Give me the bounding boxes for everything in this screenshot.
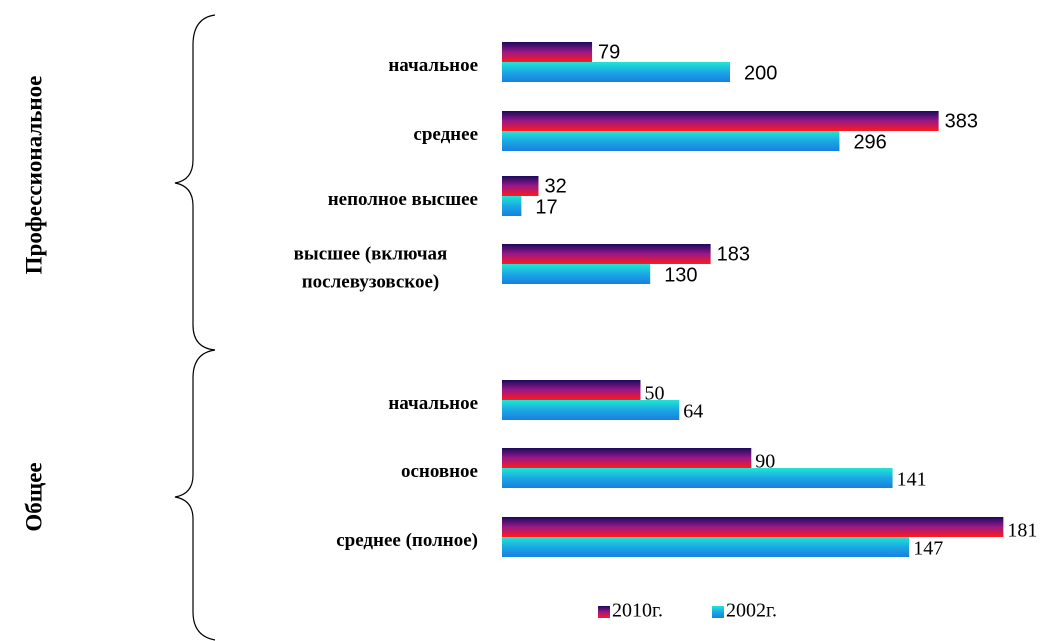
category-label: среднее (413, 124, 478, 146)
value-label: 296 (853, 131, 886, 153)
value-label: 17 (535, 196, 557, 218)
legend-swatch (712, 606, 724, 618)
bar (502, 131, 840, 151)
category-label: высшее (включая послевузовское) (293, 243, 448, 292)
category-label: неполное высшее (327, 189, 478, 211)
bar (502, 380, 641, 400)
category-label: основное (400, 461, 478, 483)
bar (502, 42, 593, 62)
brace (174, 349, 216, 641)
value-label: 130 (664, 264, 697, 286)
value-label: 181 (1007, 520, 1037, 542)
bar (502, 244, 711, 264)
value-label: 90 (755, 451, 775, 473)
bar (502, 264, 651, 284)
bar (502, 111, 939, 131)
value-label: 32 (544, 175, 566, 197)
group-label: Общее (21, 462, 46, 531)
value-label: 141 (897, 469, 927, 491)
bar (502, 196, 522, 216)
bar (502, 400, 680, 420)
category-label: среднее (полное) (336, 530, 478, 552)
category-label: начальное (388, 393, 478, 415)
value-label: 147 (913, 538, 943, 560)
legend-label: 2010г. (612, 600, 663, 622)
bar (502, 62, 730, 82)
bar (502, 176, 539, 196)
bar (502, 448, 752, 468)
category-label: начальное (388, 55, 478, 77)
value-label: 383 (945, 110, 978, 132)
bar (502, 537, 910, 557)
bar (502, 468, 893, 488)
value-label: 183 (717, 243, 750, 265)
value-label: 50 (645, 383, 665, 405)
value-label: 200 (744, 62, 777, 84)
brace (174, 14, 216, 351)
bar (502, 517, 1004, 537)
legend-swatch (598, 606, 610, 618)
group-label: Профессиональное (21, 76, 46, 275)
legend-label: 2002г. (726, 600, 777, 622)
value-label: 79 (598, 41, 620, 63)
value-label: 64 (683, 401, 703, 423)
